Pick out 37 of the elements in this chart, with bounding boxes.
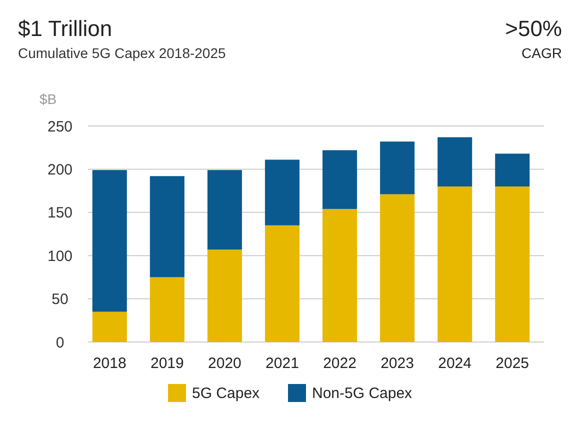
y-axis-title: $B bbox=[39, 91, 57, 107]
bar bbox=[207, 170, 242, 250]
y-tick-label: 250 bbox=[47, 118, 73, 136]
legend-label: Non-5G Capex bbox=[312, 385, 413, 402]
x-tick-label: 2018 bbox=[92, 355, 126, 372]
chart-title: $1 Trillion bbox=[18, 16, 112, 41]
bar bbox=[380, 194, 415, 342]
bar bbox=[322, 150, 358, 209]
bar bbox=[264, 225, 300, 342]
bar bbox=[495, 154, 530, 186]
x-tick-label: 2019 bbox=[150, 355, 184, 372]
text: >50% bbox=[505, 16, 562, 41]
bar bbox=[380, 142, 415, 194]
y-tick-label: 200 bbox=[47, 161, 73, 178]
x-tick-label: 2024 bbox=[438, 355, 472, 372]
x-tick-label: 2023 bbox=[380, 355, 414, 372]
bar bbox=[207, 250, 242, 342]
chart-subtitle: Cumulative 5G Capex 2018-2025 bbox=[18, 45, 226, 61]
x-tick-label: 2025 bbox=[496, 355, 530, 372]
y-tick-label: 50 bbox=[52, 291, 68, 308]
y-tick-label: 150 bbox=[47, 204, 73, 222]
x-tick-label: 2021 bbox=[266, 355, 299, 372]
bar bbox=[92, 312, 127, 342]
bar bbox=[264, 160, 300, 226]
bar bbox=[92, 170, 127, 312]
y-tick-label: 100 bbox=[47, 248, 73, 265]
bar bbox=[438, 137, 472, 186]
x-tick-label: 2020 bbox=[208, 355, 242, 372]
legend-label: 5G Capex bbox=[192, 385, 260, 402]
x-tick-label: 2022 bbox=[323, 355, 356, 372]
bar bbox=[150, 277, 184, 342]
bar bbox=[322, 208, 358, 342]
y-tick-label: 0 bbox=[56, 334, 64, 352]
text: CAGR bbox=[522, 45, 562, 61]
bar bbox=[150, 176, 184, 278]
bar bbox=[495, 186, 530, 342]
bar bbox=[438, 186, 472, 342]
